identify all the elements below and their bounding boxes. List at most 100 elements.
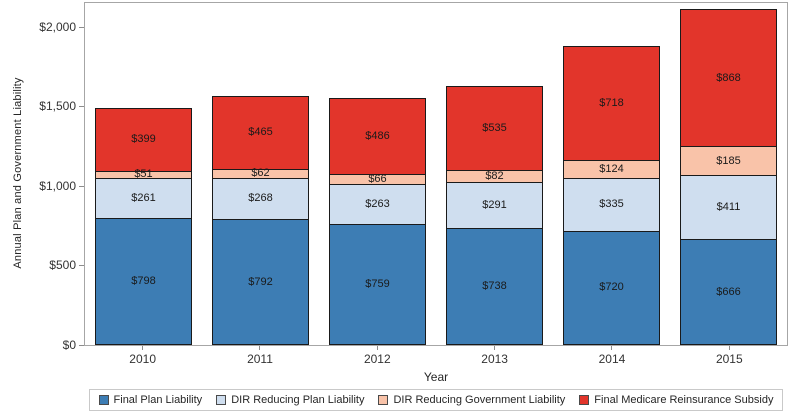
x-axis-title: Year bbox=[423, 370, 449, 384]
segment-value-label: $411 bbox=[716, 200, 741, 213]
legend-swatch bbox=[378, 395, 389, 405]
bar-segment: $759 bbox=[329, 224, 426, 345]
bar-2012: $759 $263 $66 $486 bbox=[329, 97, 426, 345]
x-tick-cell: 2014 bbox=[563, 346, 660, 366]
segment-value-label: $465 bbox=[248, 126, 273, 139]
bar-segment: $718 bbox=[563, 46, 660, 161]
y-tick-label: $500 bbox=[49, 258, 76, 272]
bar-segment: $51 bbox=[95, 168, 192, 181]
segment-value-label: $291 bbox=[482, 198, 507, 211]
x-tick-label: 2011 bbox=[247, 352, 273, 366]
legend-swatch bbox=[579, 395, 590, 405]
segment-value-label: $261 bbox=[131, 191, 156, 204]
x-axis-ticks: 2010 2011 2012 2013 2014 2015 bbox=[84, 346, 788, 366]
bars-container: $798 $261 $51 $399 $792 $268 $62 $465 $759 $263 $6… bbox=[85, 3, 787, 345]
legend-item: DIR Reducing Government Liability bbox=[378, 394, 565, 406]
segment-value-label: $868 bbox=[716, 71, 741, 84]
x-tick-label: 2015 bbox=[715, 352, 743, 366]
segment-value-label: $335 bbox=[599, 198, 624, 211]
x-tick-label: 2010 bbox=[129, 352, 156, 366]
plot-area: $798 $261 $51 $399 $792 $268 $62 $465 $759 $263 $6… bbox=[84, 2, 788, 346]
legend-label: Final Medicare Reinsurance Subsidy bbox=[594, 394, 774, 406]
bar-segment: $185 bbox=[680, 146, 777, 176]
bar-segment: $263 bbox=[329, 183, 426, 226]
segment-value-label: $66 bbox=[368, 172, 387, 185]
legend: Final Plan Liability DIR Reducing Plan Li… bbox=[84, 389, 788, 411]
y-tick-label: $2,000 bbox=[39, 20, 76, 34]
segment-value-label: $720 bbox=[599, 281, 624, 294]
segment-value-label: $51 bbox=[134, 168, 153, 181]
segment-value-label: $792 bbox=[248, 275, 273, 288]
legend-item: DIR Reducing Plan Liability bbox=[216, 394, 364, 406]
legend-item: Final Plan Liability bbox=[98, 394, 203, 406]
bar-segment: $720 bbox=[563, 230, 660, 345]
x-tick-mark bbox=[376, 346, 378, 350]
segment-value-label: $399 bbox=[131, 133, 156, 146]
segment-value-label: $124 bbox=[599, 162, 624, 175]
bar-segment: $261 bbox=[95, 177, 192, 220]
segment-value-label: $268 bbox=[248, 192, 273, 205]
segment-value-label: $486 bbox=[365, 129, 390, 142]
bar-segment: $335 bbox=[563, 178, 660, 232]
x-tick-cell: 2015 bbox=[681, 346, 778, 366]
x-tick-cell: 2013 bbox=[446, 346, 543, 366]
x-tick-cell: 2012 bbox=[329, 346, 426, 366]
segment-value-label: $82 bbox=[485, 170, 504, 183]
segment-value-label: $738 bbox=[482, 279, 507, 292]
legend-label: DIR Reducing Government Liability bbox=[393, 394, 566, 406]
bar-segment: $82 bbox=[446, 170, 543, 184]
x-tick-mark bbox=[728, 346, 730, 350]
segment-value-label: $535 bbox=[482, 122, 507, 135]
y-tick-mark bbox=[79, 27, 84, 28]
x-tick-mark bbox=[259, 346, 261, 350]
bar-segment: $792 bbox=[212, 219, 309, 345]
x-tick-label: 2014 bbox=[598, 352, 626, 366]
legend-label: DIR Reducing Plan Liability bbox=[231, 394, 365, 406]
legend-swatch bbox=[98, 395, 109, 405]
legend-box: Final Plan Liability DIR Reducing Plan Li… bbox=[88, 389, 784, 411]
legend-swatch bbox=[216, 395, 227, 405]
x-tick-label: 2013 bbox=[481, 352, 508, 366]
bar-segment: $738 bbox=[446, 227, 543, 345]
y-tick-label: $1,500 bbox=[39, 99, 76, 113]
legend-label: Final Plan Liability bbox=[113, 394, 203, 406]
y-tick-mark bbox=[79, 265, 84, 266]
y-tick-mark bbox=[79, 345, 84, 346]
bar-2011: $792 $268 $62 $465 bbox=[212, 95, 309, 345]
y-tick-label: $1,000 bbox=[39, 179, 76, 193]
bar-2014: $720 $335 $124 $718 bbox=[563, 46, 660, 345]
segment-value-label: $62 bbox=[251, 167, 270, 180]
bar-segment: $66 bbox=[329, 172, 426, 185]
bar-segment: $666 bbox=[680, 239, 777, 345]
x-tick-mark bbox=[142, 346, 144, 350]
bar-segment: $486 bbox=[329, 97, 426, 176]
bar-segment: $411 bbox=[680, 174, 777, 241]
x-tick-cell: 2010 bbox=[94, 346, 191, 366]
bar-segment: $465 bbox=[212, 95, 309, 170]
bar-segment: $62 bbox=[212, 167, 309, 180]
y-tick-mark bbox=[79, 106, 84, 107]
y-tick-mark bbox=[79, 186, 84, 187]
segment-value-label: $798 bbox=[131, 275, 156, 288]
bar-segment: $798 bbox=[95, 218, 192, 345]
bar-2015: $666 $411 $185 $868 bbox=[680, 9, 777, 345]
segment-value-label: $185 bbox=[716, 154, 741, 167]
x-tick-mark bbox=[611, 346, 613, 350]
legend-item: Final Medicare Reinsurance Subsidy bbox=[579, 394, 773, 406]
segment-value-label: $759 bbox=[365, 278, 390, 291]
bar-segment: $399 bbox=[95, 108, 192, 172]
segment-value-label: $718 bbox=[599, 96, 624, 109]
bar-2010: $798 $261 $51 $399 bbox=[95, 108, 192, 345]
segment-value-label: $263 bbox=[365, 197, 390, 210]
bar-segment: $535 bbox=[446, 86, 543, 172]
y-axis-title: Annual Plan and Government Liability bbox=[12, 77, 24, 269]
segment-value-label: $666 bbox=[716, 285, 741, 298]
bar-segment: $124 bbox=[563, 159, 660, 180]
x-tick-cell: 2011 bbox=[211, 346, 308, 366]
bar-2013: $738 $291 $82 $535 bbox=[446, 86, 543, 345]
bar-segment: $868 bbox=[680, 9, 777, 148]
y-tick-label: $0 bbox=[62, 338, 76, 352]
x-tick-mark bbox=[494, 346, 496, 350]
bar-segment: $291 bbox=[446, 182, 543, 229]
